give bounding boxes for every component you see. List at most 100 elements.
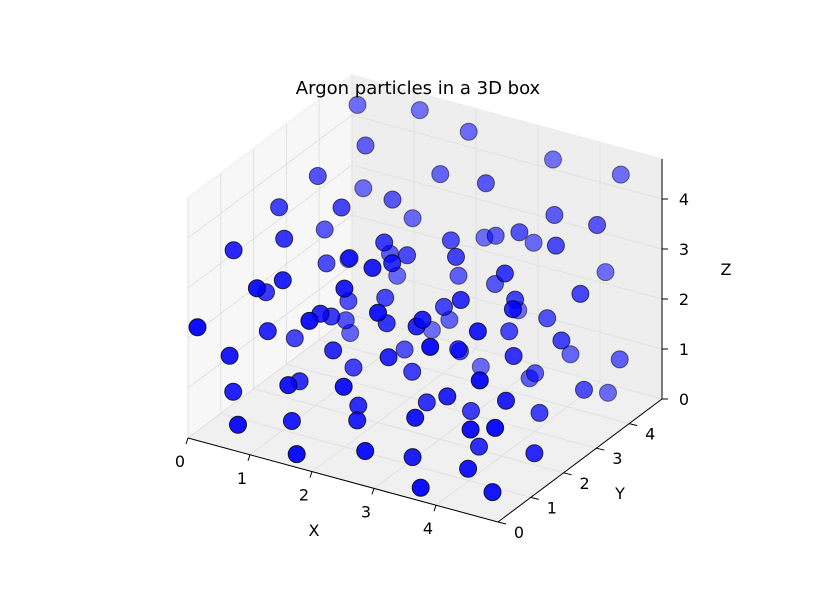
particle-point xyxy=(356,136,375,155)
particle-point xyxy=(495,264,514,283)
particle-point xyxy=(375,233,394,252)
particle-point xyxy=(363,258,382,277)
particle-point xyxy=(317,254,336,273)
particle-point xyxy=(546,236,565,255)
particle-point xyxy=(470,437,488,456)
particle-point xyxy=(510,223,529,242)
particle-point xyxy=(332,198,351,217)
x-tick-label: 4 xyxy=(423,519,433,538)
particle-point xyxy=(344,358,363,377)
particle-point xyxy=(247,279,266,298)
particle-point xyxy=(525,444,544,463)
particle-point xyxy=(524,233,543,252)
particle-point xyxy=(575,380,593,399)
particle-point xyxy=(503,300,522,319)
z-axis-label: Z xyxy=(721,260,732,279)
particle-point xyxy=(315,220,334,239)
particle-point xyxy=(410,101,429,120)
particle-point xyxy=(308,167,327,185)
y-tick-label: 0 xyxy=(514,523,524,542)
x-axis-line xyxy=(187,437,499,523)
particle-point xyxy=(486,226,505,245)
x-gridline xyxy=(311,108,477,473)
y-tick-label: 2 xyxy=(580,474,590,493)
particle-point xyxy=(599,383,617,402)
particle-point xyxy=(470,371,489,390)
particle-point xyxy=(468,322,487,341)
x-axis-label: X xyxy=(309,521,320,540)
y-tick-label: 1 xyxy=(547,498,557,517)
particle-point xyxy=(379,348,398,367)
particle-point xyxy=(287,445,306,464)
y-gridline xyxy=(220,173,531,498)
x-tick-mark xyxy=(371,488,375,495)
particle-point xyxy=(504,347,523,365)
particle-point xyxy=(561,345,580,364)
particle-point xyxy=(449,266,468,285)
particle-point xyxy=(258,322,277,341)
particle-point xyxy=(229,415,247,434)
z-tick-label: 4 xyxy=(679,190,689,209)
particle-point xyxy=(220,346,239,365)
particle-point xyxy=(500,322,519,341)
particle-point xyxy=(451,291,470,309)
particle-point xyxy=(538,309,557,328)
x-tick-label: 1 xyxy=(237,469,247,488)
particle-point xyxy=(462,402,480,420)
particle-point xyxy=(526,364,545,383)
y-tick-mark xyxy=(596,447,605,451)
particle-point xyxy=(356,442,375,460)
particle-point xyxy=(403,362,422,381)
particle-point xyxy=(530,403,549,422)
particle-point xyxy=(285,329,304,348)
particle-point xyxy=(610,350,629,369)
particle-point xyxy=(403,209,422,228)
particle-point xyxy=(588,216,607,234)
y-tick-mark xyxy=(563,472,572,476)
x-tick-label: 0 xyxy=(175,452,185,471)
particle-point xyxy=(544,150,562,169)
particle-point xyxy=(447,247,465,266)
particle-point xyxy=(461,420,480,439)
x-tick-mark xyxy=(309,471,313,478)
particle-point xyxy=(348,95,367,114)
x-tick-mark xyxy=(247,454,251,461)
particle-point xyxy=(279,376,298,395)
y-axis-line xyxy=(497,398,663,523)
y-tick-mark xyxy=(629,423,638,427)
y-tick-mark xyxy=(497,521,507,525)
z-tick-label: 1 xyxy=(679,340,689,359)
particle-point xyxy=(459,459,478,478)
particle-point xyxy=(486,418,505,437)
particle-point xyxy=(403,448,422,467)
particle-point xyxy=(376,288,395,307)
particle-point xyxy=(335,279,354,298)
particle-point xyxy=(417,393,436,412)
particle-point xyxy=(270,198,289,217)
particle-point xyxy=(383,190,402,209)
z-gridline xyxy=(187,114,663,239)
particle-point xyxy=(596,263,615,282)
x-tick-label: 2 xyxy=(299,486,309,505)
particle-point xyxy=(497,391,515,410)
particle-point xyxy=(354,179,373,198)
particle-point xyxy=(611,165,630,184)
y-axis-label: Y xyxy=(614,484,625,503)
particle-point xyxy=(483,483,502,502)
y-gridline xyxy=(253,148,564,474)
axis-lines xyxy=(185,159,668,525)
particle-point xyxy=(324,341,343,360)
particle-point xyxy=(273,271,292,290)
particle-point xyxy=(431,165,450,184)
y-tick-mark xyxy=(530,496,539,500)
z-tick-label: 3 xyxy=(679,240,689,259)
particle-point xyxy=(438,387,457,406)
particle-point xyxy=(275,229,294,248)
particle-point xyxy=(300,311,319,330)
particle-point xyxy=(435,297,453,316)
y-tick-label: 3 xyxy=(612,449,622,468)
data-points xyxy=(188,95,630,502)
z-gridline xyxy=(187,214,663,339)
particle-point xyxy=(282,412,301,430)
